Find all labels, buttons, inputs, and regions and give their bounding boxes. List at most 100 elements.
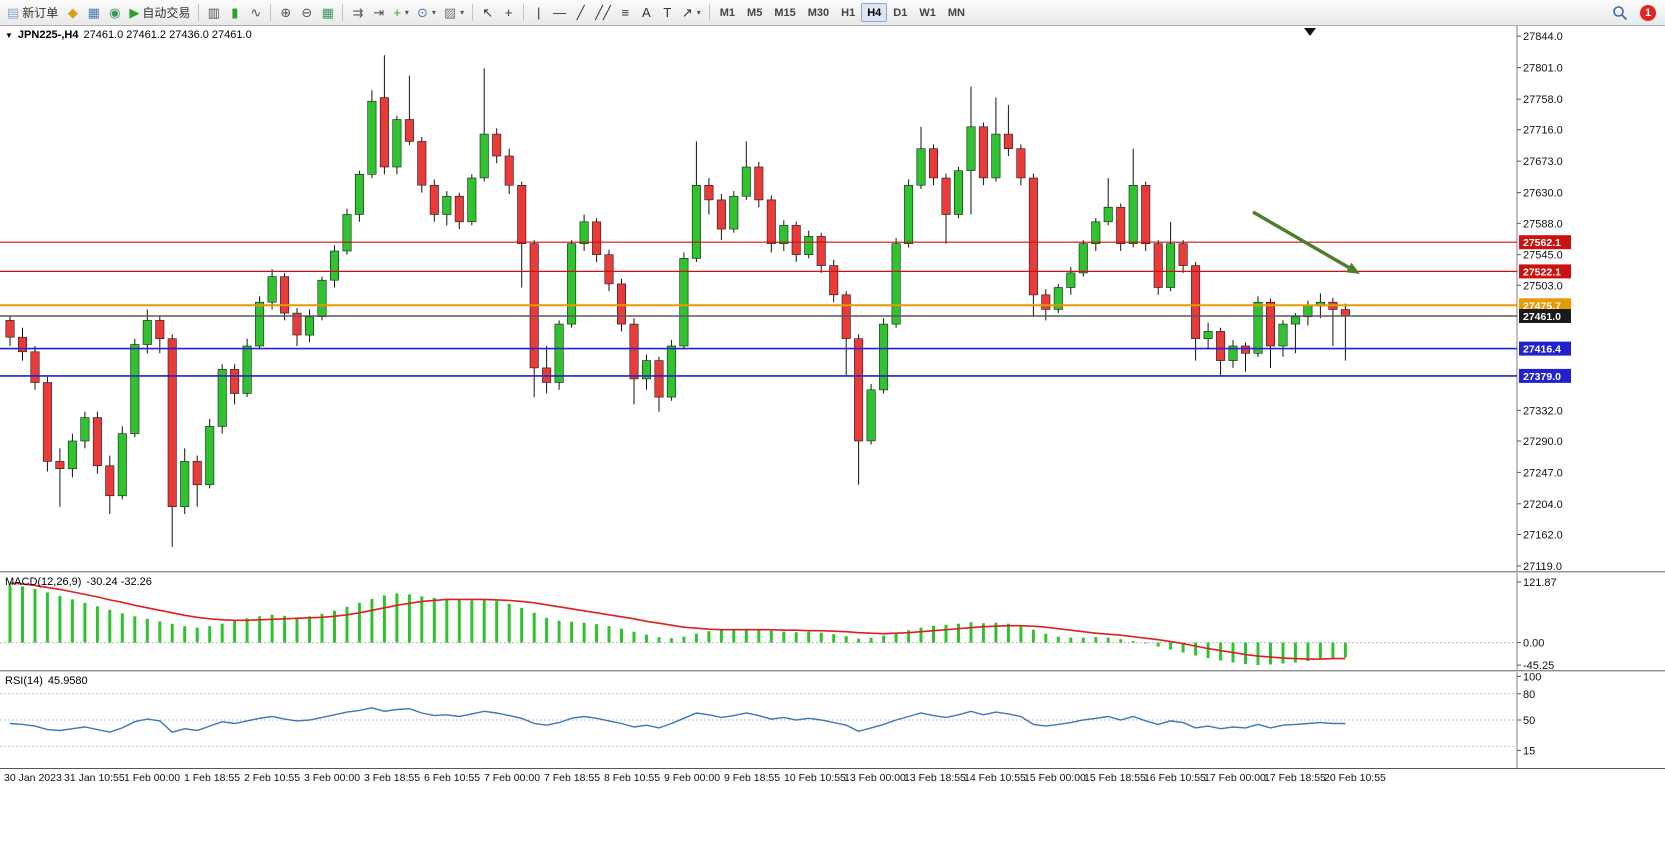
periods-icon: ⊙: [416, 5, 428, 20]
zoom-out-button[interactable]: ⊖: [296, 2, 317, 23]
price-axis-tick: 27844.0: [1523, 31, 1563, 43]
time-axis-label: 14 Feb 10:55: [964, 772, 1026, 784]
rsi-value: 45.9580: [47, 675, 88, 687]
text-button[interactable]: A: [636, 2, 657, 23]
chart-shift-marker[interactable]: [1304, 28, 1316, 36]
rsi-axis-tick: 80: [1523, 689, 1535, 701]
price-chart-pane[interactable]: 27844.0 27801.0 27758.0 27716.0 27673.0 27630…: [0, 26, 1665, 573]
chart-shift-button[interactable]: ⇥: [368, 2, 389, 23]
search-icon: [1613, 5, 1628, 20]
notification-badge[interactable]: 1: [1640, 4, 1656, 21]
navigator-icon: ◉: [109, 5, 121, 20]
vertical-line-button[interactable]: |: [528, 2, 549, 23]
price-axis[interactable]: 27844.0 27801.0 27758.0 27716.0 27673.0 27630…: [1517, 31, 1563, 573]
text-icon: A: [641, 5, 651, 20]
symbol-dropdown-icon[interactable]: ▼: [5, 31, 13, 40]
indicators-button[interactable]: + ▾: [389, 2, 413, 23]
tile-windows-button[interactable]: ▦: [317, 2, 338, 23]
templates-button[interactable]: ▨ ▾: [440, 2, 468, 23]
fibonacci-button[interactable]: ≡: [615, 2, 636, 23]
horizontal-line-button[interactable]: —: [549, 2, 570, 23]
bar-chart-icon: ▥: [207, 5, 220, 20]
autotrading-button[interactable]: ▶ 自动交易: [125, 2, 194, 23]
support-line-1-price-tag: 27416.4: [1519, 341, 1571, 356]
bar-chart-button[interactable]: ▥: [203, 2, 224, 23]
new-order-icon: ▤: [7, 5, 20, 20]
timeframe-m15[interactable]: M15: [774, 6, 796, 19]
data-window-button[interactable]: ▦: [83, 2, 104, 23]
time-axis[interactable]: 30 Jan 2023 31 Jan 10:55 1 Feb 00:00 1 Feb …: [0, 768, 1665, 787]
time-axis-label: 3 Feb 18:55: [364, 772, 421, 784]
time-axis-label: 17 Feb 18:55: [1264, 772, 1326, 784]
label-button[interactable]: T: [657, 2, 678, 23]
macd-signal-line: [9, 582, 1346, 660]
label-icon: T: [663, 5, 672, 20]
rsi-canvas[interactable]: 100 80 50 15: [0, 671, 1665, 768]
price-axis-tick: 27247.0: [1523, 467, 1563, 479]
time-axis-label: 6 Feb 10:55: [424, 772, 481, 784]
svg-text:27416.4: 27416.4: [1523, 344, 1561, 356]
svg-text:27379.0: 27379.0: [1523, 371, 1561, 383]
time-axis-label: 30 Jan 2023: [4, 772, 62, 784]
zoom-in-button[interactable]: ⊕: [275, 2, 296, 23]
zoom-out-icon: ⊖: [301, 5, 313, 20]
timeframe-h4[interactable]: H4: [861, 3, 888, 22]
price-axis-tick: 27801.0: [1523, 63, 1563, 75]
crosshair-icon: +: [504, 5, 513, 20]
dropdown-caret-icon: ▾: [431, 8, 436, 17]
macd-indicator-pane[interactable]: 121.87 0.00 -45.25 MACD(12,26,9) -30.24 -32…: [0, 573, 1665, 672]
cursor-button[interactable]: ↖: [477, 2, 498, 23]
toolbar-separator: [708, 4, 710, 21]
ohlc-values: 27461.0 27461.2 27436.0 27461.0: [83, 29, 252, 41]
dropdown-caret-icon: ▾: [404, 8, 409, 17]
trend-arrow-annotation[interactable]: [1252, 210, 1360, 274]
time-axis-label: 1 Feb 00:00: [124, 772, 181, 784]
candlestick-chart-button[interactable]: ▮: [224, 2, 245, 23]
price-chart-canvas[interactable]: 27844.0 27801.0 27758.0 27716.0 27673.0 27630…: [0, 26, 1665, 573]
price-axis-tick: 27204.0: [1523, 499, 1563, 511]
trendline-button[interactable]: ╱: [570, 2, 591, 23]
time-axis-label: 9 Feb 18:55: [724, 772, 781, 784]
crosshair-button[interactable]: +: [498, 2, 519, 23]
auto-scroll-button[interactable]: ⇉: [347, 2, 368, 23]
macd-histogram: [8, 583, 1347, 665]
time-axis-label: 15 Feb 18:55: [1084, 772, 1146, 784]
navigator-button[interactable]: ◉: [104, 2, 125, 23]
timeframe-h1[interactable]: H1: [841, 6, 856, 19]
svg-text:27461.0: 27461.0: [1523, 311, 1561, 323]
autotrading-icon: ▶: [129, 5, 140, 20]
line-chart-button[interactable]: ∿: [245, 2, 266, 23]
rsi-indicator-pane[interactable]: 100 80 50 15 RSI(14) 45.9580: [0, 671, 1665, 768]
macd-canvas[interactable]: 121.87 0.00 -45.25: [0, 573, 1665, 672]
timeframe-m1[interactable]: M1: [719, 6, 736, 19]
macd-header: MACD(12,26,9) -30.24 -32.26: [5, 576, 152, 588]
arrows-button[interactable]: ↗ ▾: [678, 2, 705, 23]
time-axis-label: 15 Feb 00:00: [1024, 772, 1086, 784]
pane-separator[interactable]: [0, 670, 1665, 672]
dropdown-caret-icon: ▾: [696, 8, 701, 17]
resistance-line-2-price-tag: 27522.1: [1519, 264, 1571, 279]
toolbar-buttons: ▤ 新订单 ◆ ▦ ◉ ▶ 自动交易 ▥ ▮ ∿ ⊕ ⊖ ▦ ⇉ ⇥ + ▾ ⊙ ▾ ▨ ▾ ↖ + | — ╱ ╱╱ ≡ A T ↗ ▾ M1…: [3, 0, 971, 25]
market-watch-button[interactable]: ◆: [62, 2, 83, 23]
svg-text:27522.1: 27522.1: [1523, 266, 1561, 278]
tile-windows-icon: ▦: [321, 5, 334, 20]
time-axis-label: 9 Feb 00:00: [664, 772, 721, 784]
timeframe-m5[interactable]: M5: [747, 6, 763, 19]
arrows-icon: ↗: [681, 5, 693, 20]
pane-separator[interactable]: [0, 571, 1665, 573]
search-button[interactable]: [1608, 2, 1632, 23]
toolbar-right: 1: [1608, 2, 1662, 23]
support-line-2-price-tag: 27379.0: [1519, 368, 1571, 383]
timeframe-w1[interactable]: W1: [919, 6, 936, 19]
timeframe-m30[interactable]: M30: [807, 6, 830, 19]
time-axis-label: 1 Feb 18:55: [184, 772, 241, 784]
price-axis-tick: 27545.0: [1523, 250, 1563, 262]
new-order-button[interactable]: ▤ 新订单: [3, 2, 62, 23]
chart-shift-icon: ⇥: [373, 5, 385, 20]
periods-button[interactable]: ⊙ ▾: [413, 2, 440, 23]
symbol-timeframe-label: JPN225-,H4: [17, 29, 79, 41]
timeframe-mn[interactable]: MN: [947, 6, 965, 19]
macd-axis: 121.87 0.00 -45.25: [1517, 577, 1557, 672]
timeframe-d1[interactable]: D1: [893, 6, 908, 19]
channel-button[interactable]: ╱╱: [591, 2, 615, 23]
